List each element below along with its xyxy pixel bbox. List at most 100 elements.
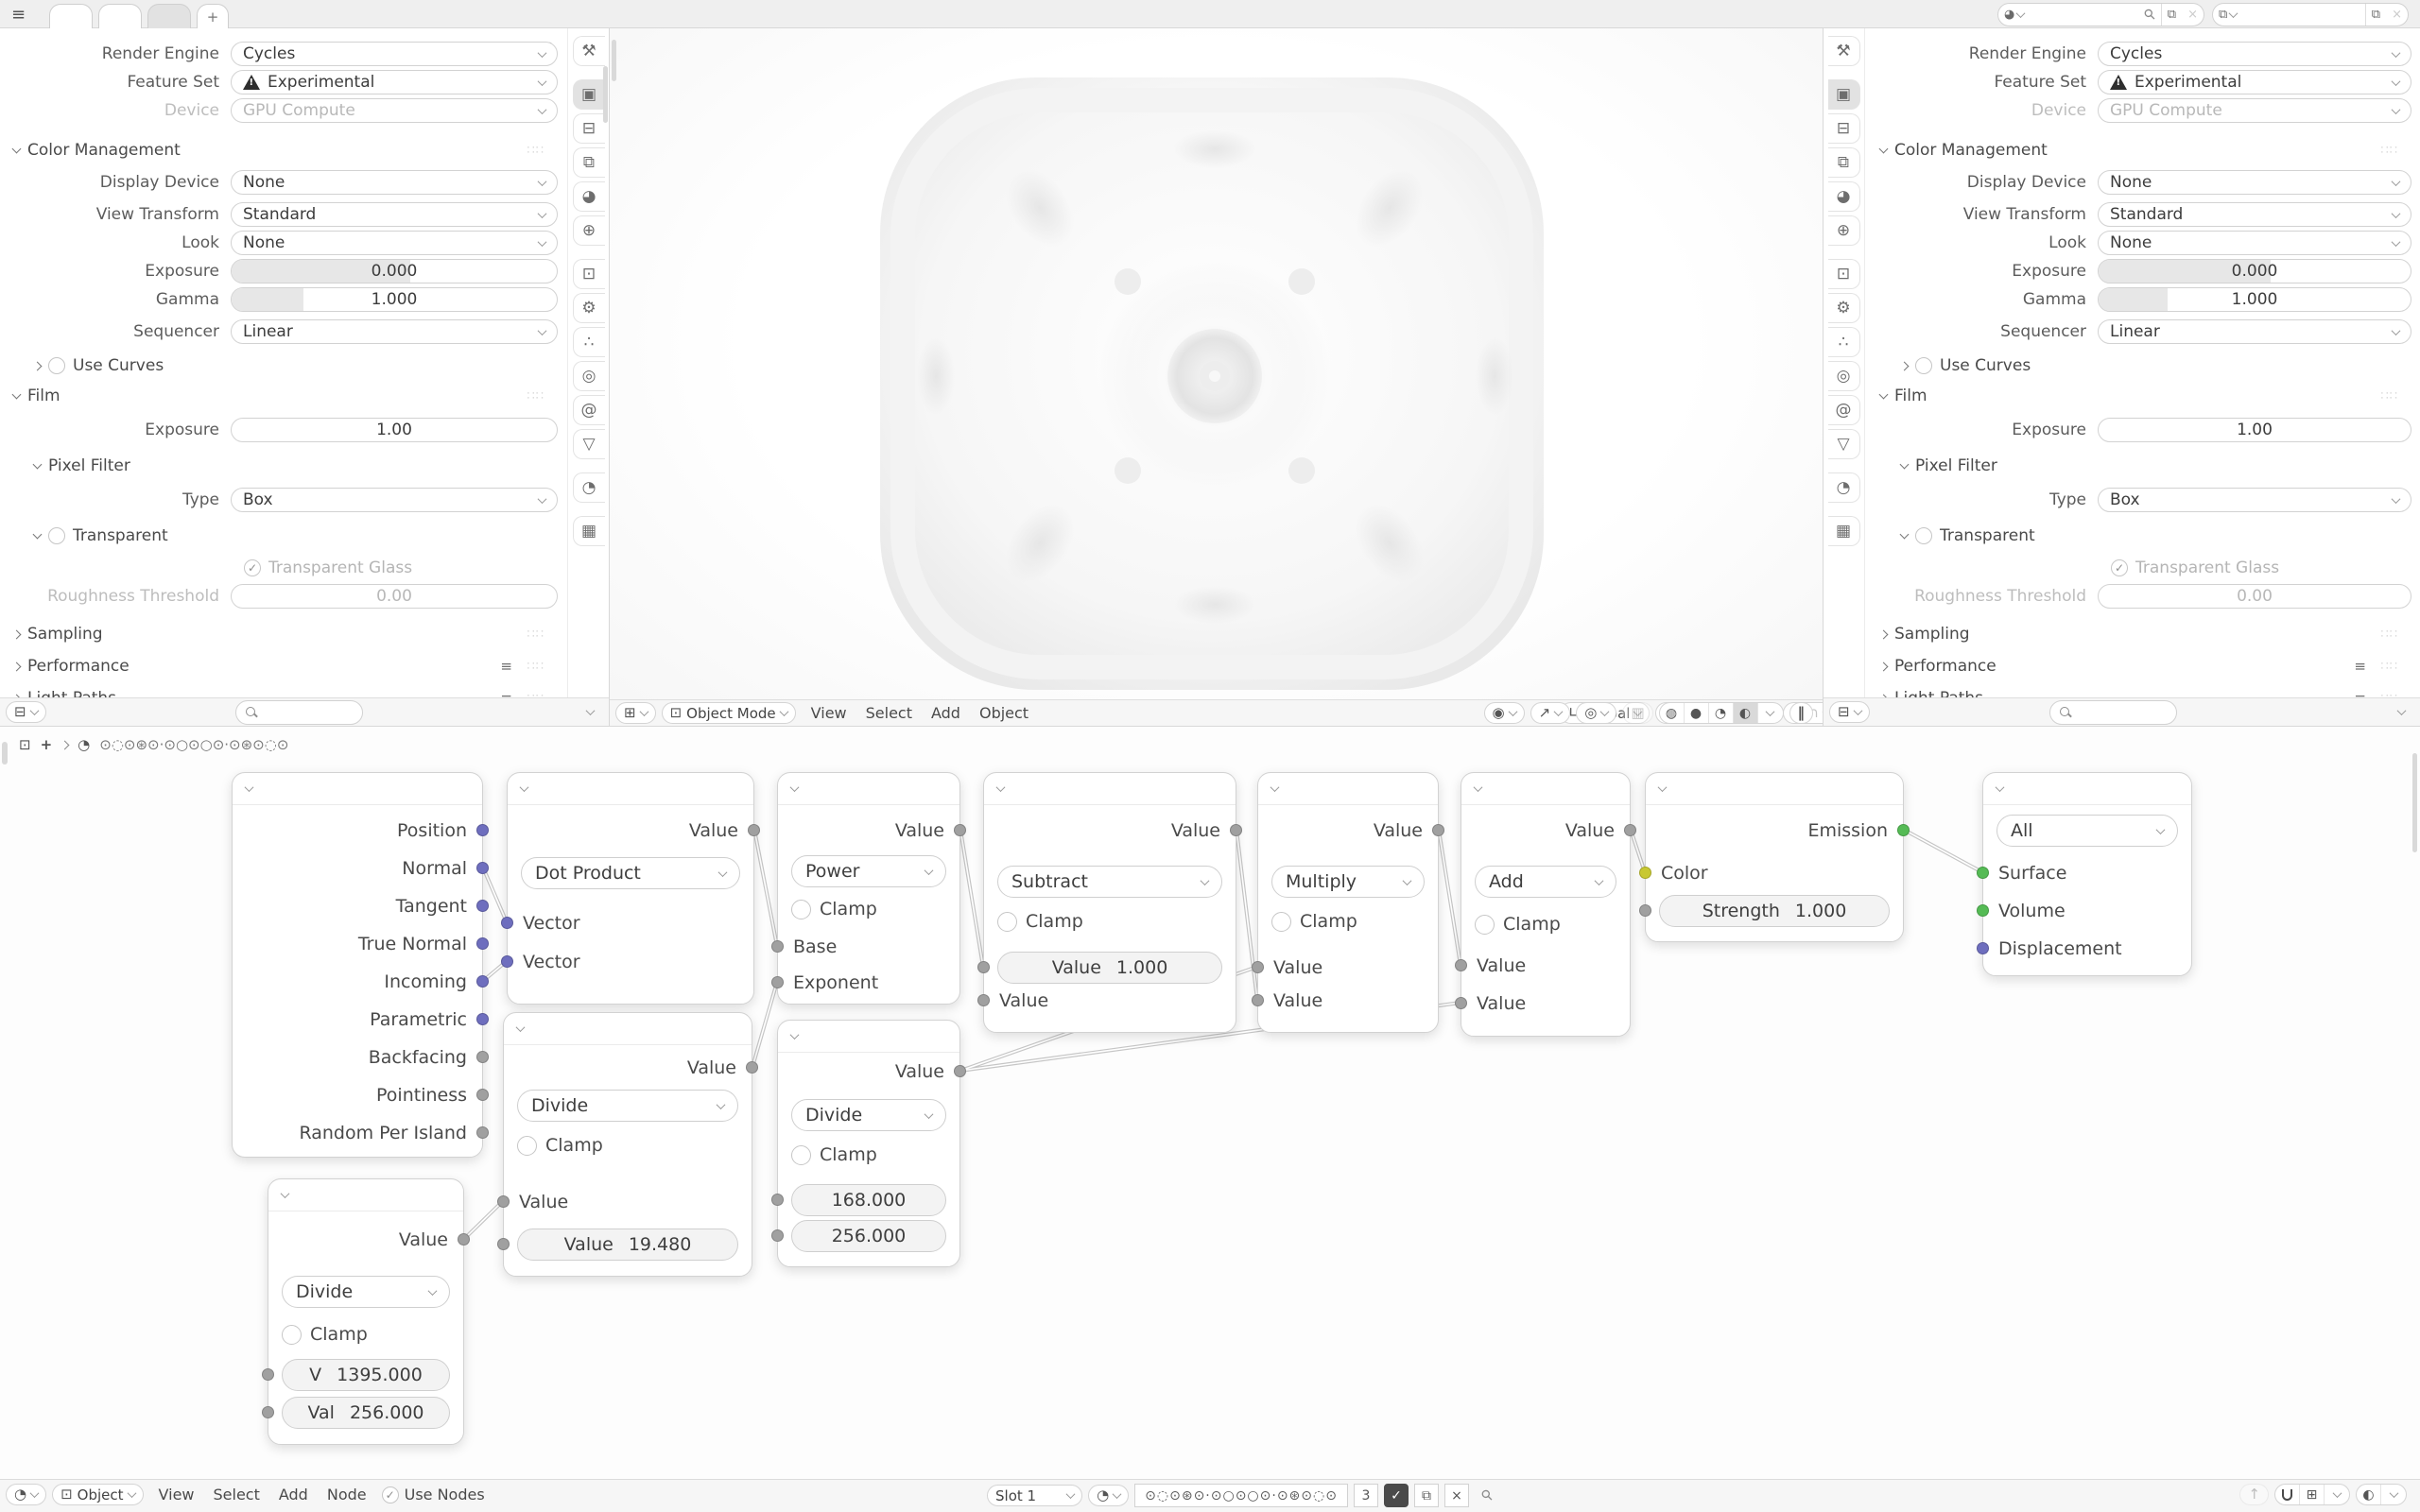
- drag-handle-icon[interactable]: ∷∷: [2380, 659, 2398, 674]
- copy-material-button[interactable]: ⧉: [1413, 1484, 1439, 1507]
- drag-handle-icon[interactable]: ∷∷: [2380, 627, 2398, 642]
- output-socket[interactable]: [476, 1051, 489, 1063]
- exposure-field[interactable]: 1.00: [231, 418, 558, 442]
- shader-type-dropdown[interactable]: ⊡ Object: [52, 1484, 144, 1505]
- editor-type-button[interactable]: ⊟: [6, 701, 46, 723]
- properties-tab-material[interactable]: ◔: [1827, 472, 1860, 503]
- feature-set-dropdown[interactable]: Experimental: [2098, 70, 2411, 94]
- material-name-field[interactable]: ⊙◌⊙⊛⊙·⊙○⊙○⊙·⊙⊛⊙◌⊙: [1134, 1484, 1348, 1507]
- input-socket[interactable]: [1639, 867, 1651, 879]
- node-vector-math[interactable]: Value Dot Product Vector Vector: [501, 772, 760, 1005]
- display-device-dropdown[interactable]: None: [2098, 170, 2411, 195]
- input-socket[interactable]: [501, 955, 513, 968]
- input-socket[interactable]: [1455, 959, 1467, 971]
- clamp-checkbox[interactable]: [517, 1135, 537, 1156]
- output-socket[interactable]: [476, 824, 489, 836]
- section-checkbox[interactable]: [48, 357, 65, 374]
- output-socket[interactable]: [476, 1013, 489, 1025]
- section-pixel-filter[interactable]: Pixel Filter: [1867, 454, 2411, 478]
- search-input[interactable]: [234, 699, 363, 725]
- input-socket[interactable]: [262, 1406, 274, 1418]
- operation-dropdown[interactable]: Dot Product: [521, 857, 740, 889]
- section-checkbox[interactable]: [1915, 527, 1932, 544]
- pause-render-button[interactable]: ‖: [1789, 702, 1813, 724]
- new-tab-button[interactable]: +: [197, 4, 229, 28]
- snap-grid-icon[interactable]: ⊞: [2300, 1485, 2325, 1504]
- section-pixel-filter[interactable]: Pixel Filter: [0, 454, 558, 478]
- node-emission[interactable]: Emission Color Strength 1.000: [1639, 772, 1910, 942]
- output-socket[interactable]: [476, 862, 489, 874]
- feature-set-dropdown[interactable]: Experimental: [231, 70, 558, 94]
- device-dropdown[interactable]: GPU Compute: [2098, 98, 2411, 123]
- clamp-checkbox[interactable]: [1475, 914, 1495, 935]
- copy-id-button[interactable]: ⧉: [2364, 4, 2386, 26]
- input-socket[interactable]: [1977, 904, 1989, 917]
- clamp-checkbox[interactable]: [791, 899, 811, 919]
- node-menu-node[interactable]: Node: [326, 1486, 367, 1503]
- node-header[interactable]: [1983, 773, 2191, 805]
- properties-tab-particles[interactable]: ∴: [1827, 327, 1860, 357]
- section-film[interactable]: Film ∷∷: [0, 384, 558, 408]
- checkbox[interactable]: ✓: [2111, 559, 2128, 576]
- image-id-name-field[interactable]: [2242, 4, 2365, 26]
- value-slider[interactable]: 168.000: [791, 1184, 946, 1216]
- input-socket[interactable]: [1252, 961, 1264, 973]
- shading-material-preview-icon[interactable]: ◔: [1709, 703, 1734, 723]
- input-socket[interactable]: [1639, 904, 1651, 917]
- input-socket[interactable]: [771, 1194, 784, 1206]
- close-id-button[interactable]: ×: [2187, 8, 2198, 22]
- drag-handle-icon[interactable]: ∷∷: [527, 388, 544, 404]
- value-slider[interactable]: Value 19.480: [517, 1228, 738, 1261]
- copy-id-button[interactable]: ⧉: [2160, 4, 2182, 26]
- output-socket[interactable]: [458, 1233, 470, 1246]
- overlay-group[interactable]: ◐: [2356, 1484, 2407, 1505]
- scrollbar[interactable]: [2412, 753, 2417, 852]
- gamma-field[interactable]: 1.000: [231, 287, 558, 312]
- properties-tab-texture[interactable]: ▦: [572, 516, 605, 546]
- operation-dropdown[interactable]: Divide: [517, 1090, 738, 1122]
- material-id-browse[interactable]: ◕: [1998, 4, 2030, 26]
- section-performance[interactable]: Performance ≡ ∷∷: [1867, 654, 2411, 679]
- scrollbar[interactable]: [612, 40, 616, 81]
- clamp-checkbox[interactable]: [1271, 911, 1291, 932]
- node-header[interactable]: [233, 773, 482, 805]
- properties-tab-object-data[interactable]: ▽: [1827, 429, 1860, 459]
- type-dropdown[interactable]: Box: [2098, 488, 2411, 512]
- material-browse-dropdown[interactable]: ◔: [1088, 1485, 1130, 1506]
- properties-tab-tool[interactable]: ⚒: [1827, 36, 1860, 66]
- properties-tab-material[interactable]: ◔: [572, 472, 605, 503]
- properties-tab-output[interactable]: ⊟: [1827, 113, 1860, 144]
- node-header[interactable]: [778, 1021, 959, 1053]
- output-socket[interactable]: [476, 1126, 489, 1139]
- roughness-threshold-field[interactable]: 0.00: [2098, 584, 2411, 609]
- section-sampling[interactable]: Sampling ∷∷: [0, 622, 558, 646]
- editor-type-button[interactable]: ⊞: [615, 702, 656, 724]
- section-use-curves[interactable]: Use Curves: [0, 353, 558, 378]
- node-header[interactable]: [1646, 773, 1903, 805]
- node-menu-select[interactable]: Select: [213, 1486, 260, 1503]
- node-header[interactable]: [1258, 773, 1438, 805]
- pin-icon[interactable]: ⚲: [1477, 1485, 1497, 1505]
- window-tab-3[interactable]: [147, 4, 191, 28]
- snapping-group[interactable]: ⊞: [2274, 1484, 2350, 1505]
- section-checkbox[interactable]: [48, 527, 65, 544]
- output-socket[interactable]: [476, 975, 489, 988]
- section-use-curves[interactable]: Use Curves: [1867, 353, 2411, 378]
- section-sampling[interactable]: Sampling ∷∷: [1867, 622, 2411, 646]
- properties-tab-physics[interactable]: ◎: [1827, 361, 1860, 391]
- output-socket[interactable]: [1624, 824, 1636, 836]
- gizmo-dropdown[interactable]: ↗: [1530, 702, 1571, 724]
- node-math-divide-1[interactable]: Value Divide Clamp Value Value 19.480: [497, 1012, 758, 1277]
- operation-dropdown[interactable]: All: [1996, 815, 2178, 847]
- input-socket[interactable]: [977, 961, 990, 973]
- render-engine-dropdown[interactable]: Cycles: [2098, 42, 2411, 66]
- preset-list-icon[interactable]: ≡: [2354, 658, 2366, 675]
- properties-tab-object[interactable]: ⊡: [572, 259, 605, 289]
- drag-handle-icon[interactable]: ∷∷: [527, 627, 544, 642]
- input-socket[interactable]: [501, 917, 513, 929]
- drag-handle-icon[interactable]: ∷∷: [527, 143, 544, 158]
- fake-user-shield-button[interactable]: ✓: [1383, 1484, 1409, 1507]
- shading-wireframe-icon[interactable]: ◍: [1660, 703, 1685, 723]
- properties-tab-object[interactable]: ⊡: [1827, 259, 1860, 289]
- node-header[interactable]: [508, 773, 753, 805]
